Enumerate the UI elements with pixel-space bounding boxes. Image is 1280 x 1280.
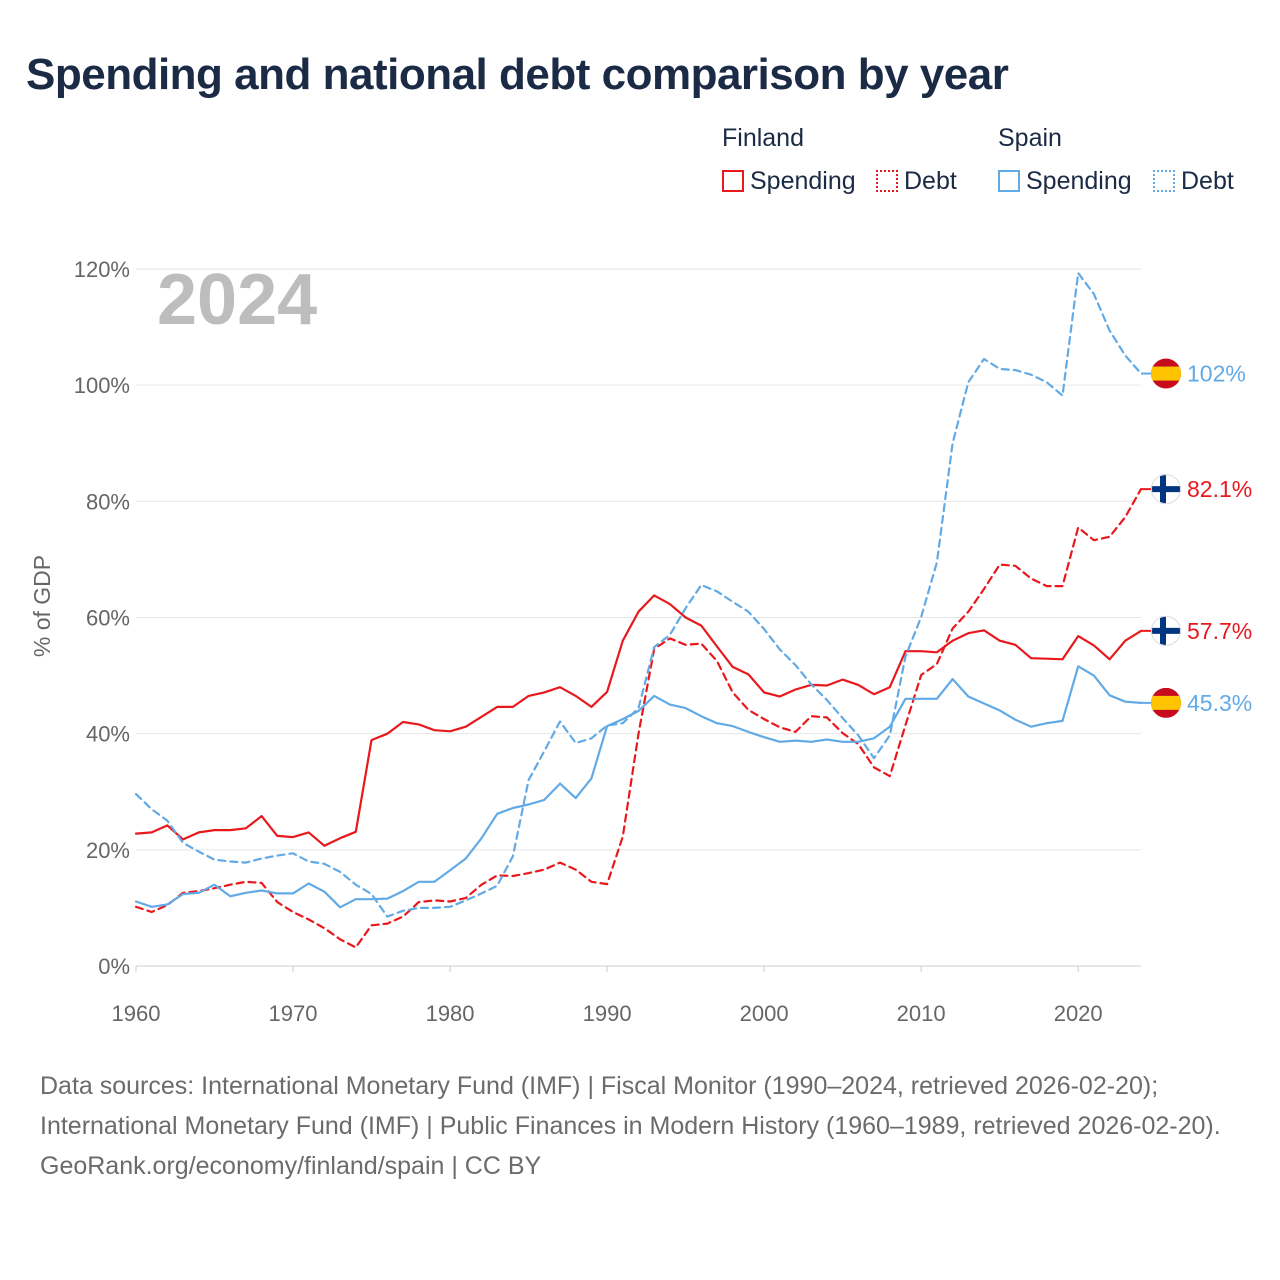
credit-link[interactable]: GeoRank.org/economy/finland/spain | CC B… [40,1152,542,1180]
finland-flag-icon [1151,474,1181,505]
legend-swatch-finland-debt [876,170,898,192]
series-line-spain-spending [134,665,1143,909]
series-line-spain-debt [134,272,1143,918]
series-line-finland-debt [134,488,1143,949]
series-line-finland-spending [134,594,1143,847]
chart-area: 0% 20% 40% 60% 80% 100% 120% 1960 1970 1980 1990 2… [29,257,1252,1026]
legend-spain-debt[interactable]: Debt [1153,166,1234,196]
legend-label-spain-debt: Debt [1181,166,1234,195]
y-axis-label: % of GDP [29,555,55,657]
x-tick-label: 2020 [1054,1001,1103,1026]
x-tick-label: 2010 [897,1001,946,1026]
end-value-label: 45.3% [1187,690,1252,716]
series-lines [134,272,1143,949]
x-tick-label: 1960 [112,1001,161,1026]
legend-label-finland-debt: Debt [904,166,957,195]
y-axis-ticks: 0% 20% 40% 60% 80% 100% 120% [74,257,130,979]
year-watermark: 2024 [157,260,317,340]
legend-finland-spending[interactable]: Spending [722,166,856,196]
x-tick-label: 1990 [583,1001,632,1026]
finland-flag-icon [1151,615,1181,646]
legend-label-spain-spending: Spending [1026,166,1132,195]
legend-finland-title: Finland [722,124,804,152]
legend-label-finland-spending: Spending [750,166,856,195]
y-tick-label: 60% [86,606,130,631]
legend-swatch-finland-spending [722,170,744,192]
y-tick-label: 20% [86,838,130,863]
x-tick-label: 2000 [740,1001,789,1026]
footer: Data sources: International Monetary Fun… [40,1066,1240,1186]
data-sources: Data sources: International Monetary Fun… [40,1072,1221,1140]
page-title: Spending and national debt comparison by… [26,50,1009,99]
legend-swatch-spain-spending [998,170,1020,192]
y-tick-label: 80% [86,489,130,514]
y-tick-label: 100% [74,373,130,398]
spain-flag-icon [1151,358,1181,389]
y-tick-label: 0% [98,954,130,979]
legend-spain-spending[interactable]: Spending [998,166,1132,196]
end-value-label: 57.7% [1187,618,1252,644]
x-axis-ticks: 1960 1970 1980 1990 2000 2010 2020 [112,966,1103,1026]
legend-finland-debt[interactable]: Debt [876,166,957,196]
x-tick-label: 1980 [426,1001,475,1026]
chart-gridlines [136,268,1141,967]
y-tick-label: 120% [74,257,130,282]
x-tick-label: 1970 [269,1001,318,1026]
legend-swatch-spain-debt [1153,170,1175,192]
end-value-label: 82.1% [1187,476,1252,502]
legend-spain-title: Spain [998,124,1062,152]
y-tick-label: 40% [86,722,130,747]
end-labels: 57.7% 82.1% 45.3% 102% [1141,358,1252,718]
end-value-label: 102% [1187,361,1246,387]
spain-flag-icon [1151,687,1181,718]
